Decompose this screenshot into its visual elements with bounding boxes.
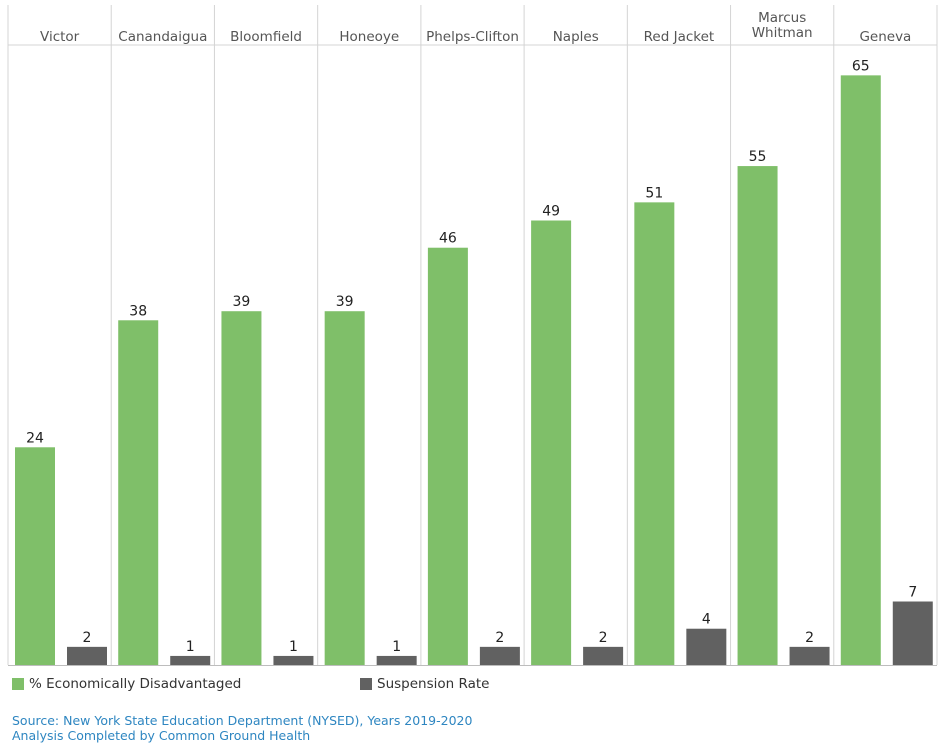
bar-suspension-rate-victor	[67, 646, 107, 665]
data-label-suspension-rate-marcus-whitman: 2	[805, 630, 814, 646]
data-label-economically-disadvantaged-victor: 24	[26, 430, 44, 446]
data-label-suspension-rate-naples: 2	[599, 630, 608, 646]
category-label-canandaigua: Canandaigua	[118, 29, 207, 45]
bar-economically-disadvantaged-marcus-whitman	[737, 166, 778, 666]
source-text: Source: New York State Education Departm…	[12, 713, 473, 728]
data-label-economically-disadvantaged-honeoye: 39	[336, 294, 354, 310]
data-label-economically-disadvantaged-phelps-clifton: 46	[439, 231, 457, 247]
legend-label-economically-disadvantaged: % Economically Disadvantaged	[29, 676, 242, 692]
data-label-economically-disadvantaged-canandaigua: 38	[129, 303, 147, 319]
bar-suspension-rate-naples	[583, 646, 624, 665]
bar-economically-disadvantaged-bloomfield	[221, 311, 262, 665]
legend-swatch-green	[12, 678, 24, 690]
data-label-suspension-rate-canandaigua: 1	[186, 639, 195, 655]
data-label-suspension-rate-geneva: 7	[908, 585, 917, 601]
bar-suspension-rate-honeoye	[376, 655, 417, 665]
category-label-victor: Victor	[40, 29, 80, 45]
data-label-suspension-rate-honeoye: 1	[392, 639, 401, 655]
bar-suspension-rate-bloomfield	[273, 655, 314, 665]
category-label-red-jacket: Red Jacket	[644, 29, 715, 45]
bar-suspension-rate-marcus-whitman	[789, 646, 830, 665]
bar-economically-disadvantaged-canandaigua	[118, 320, 159, 665]
legend-item-suspension-rate: Suspension Rate	[360, 676, 489, 692]
source-note: Source: New York State Education Departm…	[12, 713, 472, 743]
category-label-honeoye: Honeoye	[339, 29, 399, 45]
category-label-bloomfield: Bloomfield	[230, 29, 302, 45]
data-label-economically-disadvantaged-red-jacket: 51	[645, 185, 663, 201]
category-label-naples: Naples	[553, 29, 599, 45]
data-label-suspension-rate-red-jacket: 4	[702, 612, 711, 628]
bar-economically-disadvantaged-phelps-clifton	[427, 247, 468, 665]
bar-economically-disadvantaged-honeoye	[324, 311, 365, 665]
analysis-text: Analysis Completed by Common Ground Heal…	[12, 728, 311, 743]
bar-suspension-rate-geneva	[892, 601, 933, 665]
legend-label-suspension-rate: Suspension Rate	[377, 676, 490, 692]
data-label-economically-disadvantaged-naples: 49	[542, 204, 560, 220]
bar-economically-disadvantaged-naples	[531, 220, 572, 665]
legend-swatch-gray	[360, 678, 372, 690]
bar-economically-disadvantaged-geneva	[840, 75, 881, 666]
bar-suspension-rate-phelps-clifton	[479, 646, 520, 665]
data-label-economically-disadvantaged-geneva: 65	[852, 58, 870, 74]
bar-suspension-rate-canandaigua	[170, 655, 211, 665]
category-label-phelps-clifton: Phelps-Clifton	[426, 29, 519, 45]
chart-svg: Victor242Canandaigua381Bloomfield391Hone…	[7, 5, 938, 666]
bar-economically-disadvantaged-victor	[15, 447, 55, 665]
bar-suspension-rate-red-jacket	[686, 628, 727, 665]
legend-item-economically-disadvantaged: % Economically Disadvantaged	[12, 676, 241, 692]
data-label-suspension-rate-victor: 2	[83, 630, 92, 646]
data-label-economically-disadvantaged-bloomfield: 39	[233, 294, 251, 310]
data-label-economically-disadvantaged-marcus-whitman: 55	[749, 149, 767, 165]
category-label-marcus-whitman: Marcus Whitman	[752, 10, 813, 41]
bar-economically-disadvantaged-red-jacket	[634, 202, 675, 665]
category-label-geneva: Geneva	[859, 29, 911, 45]
data-label-suspension-rate-phelps-clifton: 2	[495, 630, 504, 646]
data-label-suspension-rate-bloomfield: 1	[289, 639, 298, 655]
